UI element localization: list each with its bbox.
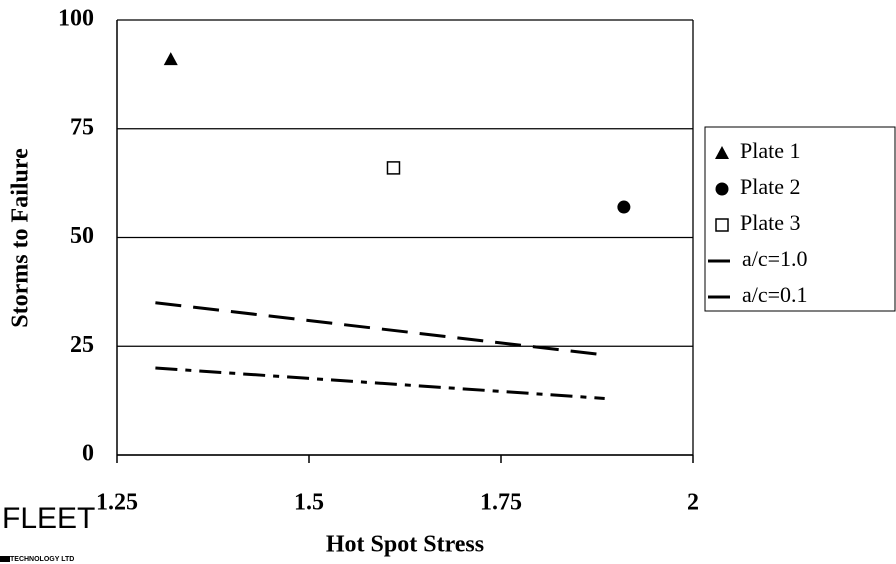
y-tick-label: 0 bbox=[82, 441, 94, 467]
legend-swatch bbox=[715, 182, 729, 196]
legend-label: Plate 2 bbox=[740, 174, 801, 199]
legend-label: a/c=0.1 bbox=[742, 282, 808, 307]
x-axis-label: Hot Spot Stress bbox=[326, 532, 484, 558]
legend-label: a/c=1.0 bbox=[742, 246, 808, 271]
logo: FLEET bbox=[2, 502, 95, 535]
y-tick-label: 100 bbox=[58, 6, 94, 32]
legend-swatch bbox=[715, 146, 729, 159]
point bbox=[617, 200, 631, 214]
logo-sub: TECHNOLOGY LTD bbox=[10, 556, 74, 563]
x-tick-label: 2 bbox=[687, 490, 699, 516]
x-tick-label: 1.75 bbox=[480, 490, 522, 516]
x-tick-label: 1.25 bbox=[96, 490, 138, 516]
y-axis-label: Storms to Failure bbox=[8, 148, 34, 328]
point bbox=[386, 161, 401, 175]
line bbox=[155, 301, 605, 357]
line bbox=[155, 366, 605, 400]
legend-box bbox=[704, 126, 896, 312]
y-tick-label: 50 bbox=[70, 223, 94, 249]
y-tick-label: 25 bbox=[70, 332, 94, 358]
legend-label: Plate 3 bbox=[740, 210, 801, 235]
legend-label: Plate 1 bbox=[740, 138, 801, 163]
legend-swatch bbox=[715, 218, 729, 232]
y-tick-label: 75 bbox=[70, 114, 94, 140]
x-tick-label: 1.5 bbox=[294, 490, 324, 516]
point bbox=[163, 52, 178, 66]
logo-bar bbox=[0, 556, 10, 562]
